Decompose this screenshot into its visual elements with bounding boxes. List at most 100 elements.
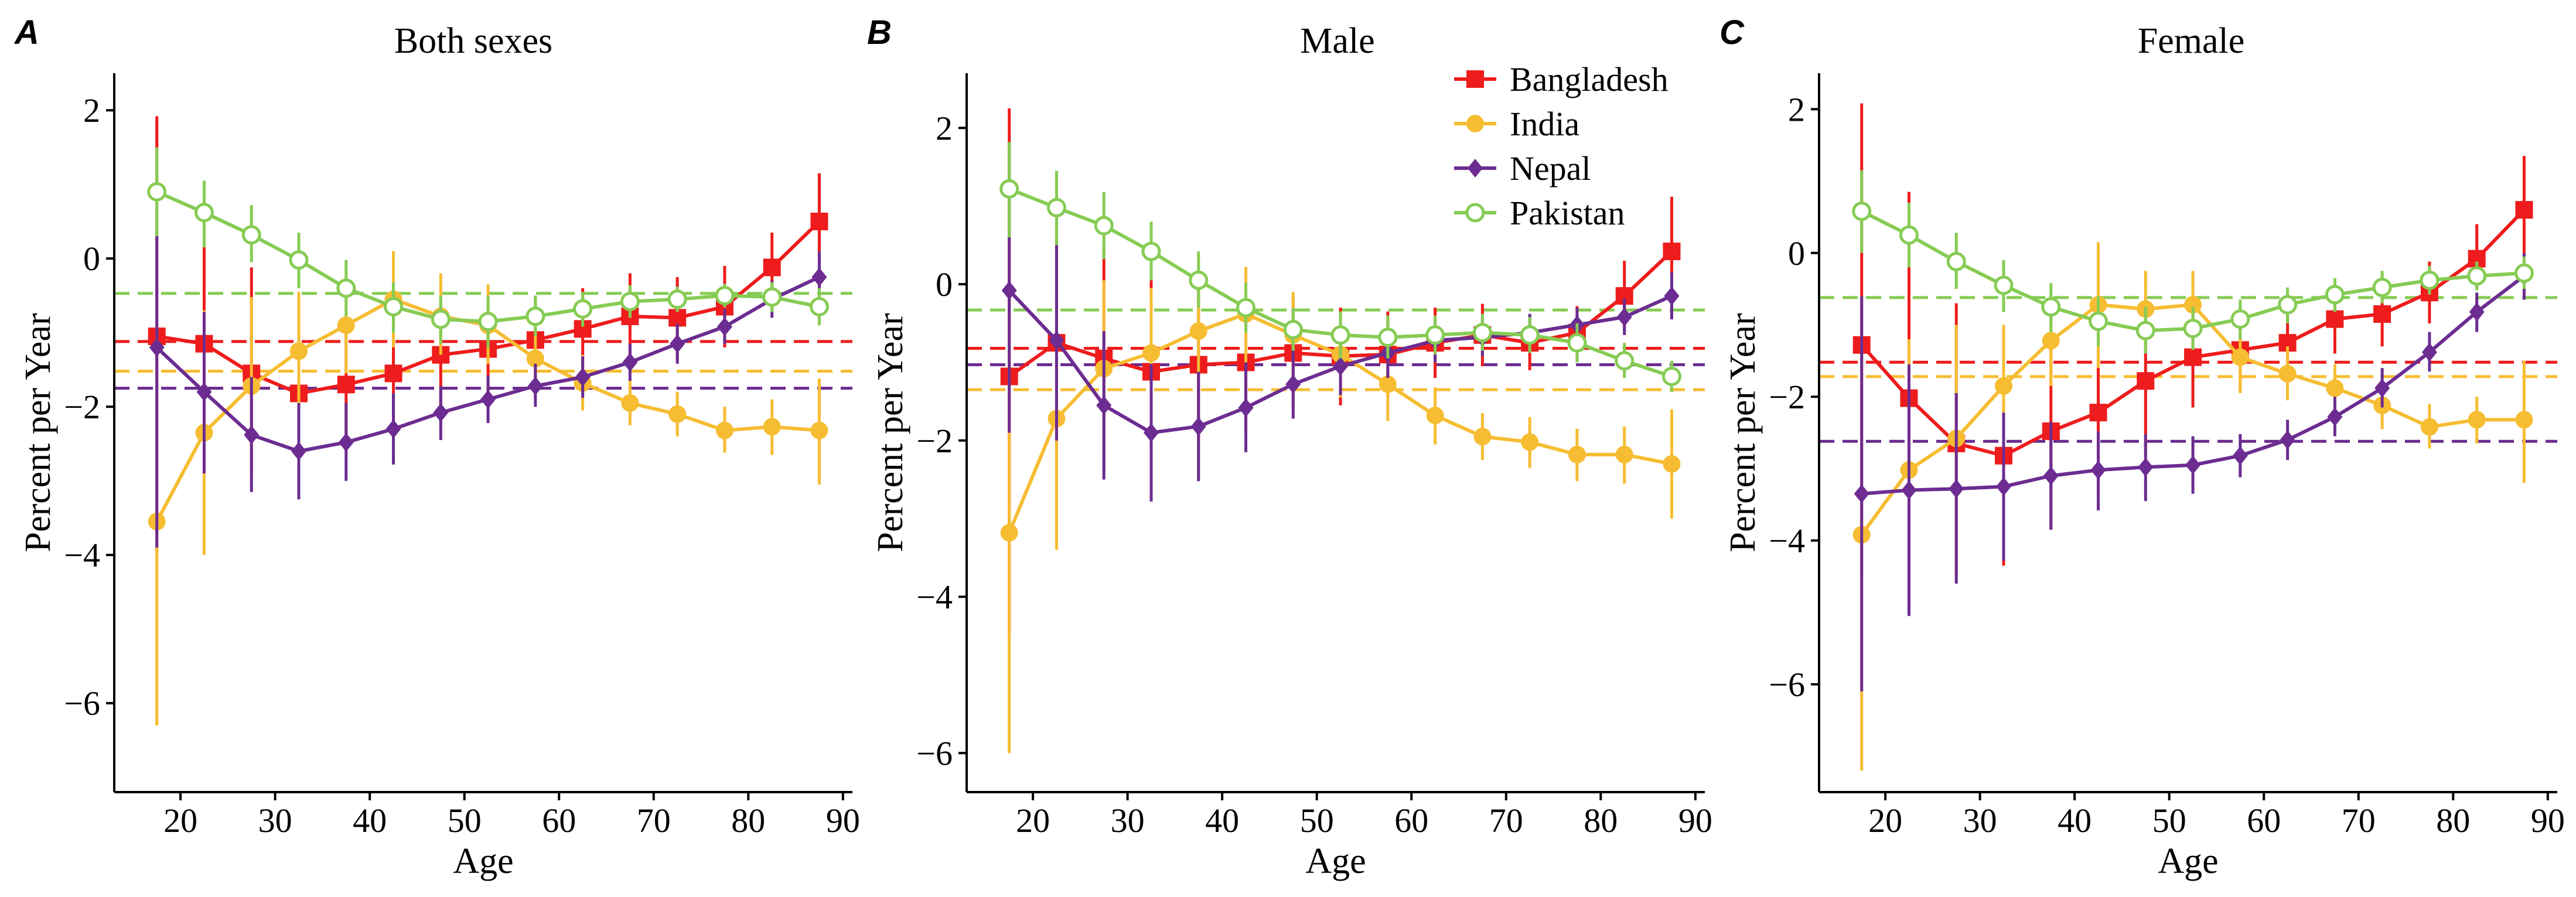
data-point [809,296,829,316]
data-point [1996,477,2011,496]
data-point [290,342,308,360]
y-tick-label: −6 [1769,666,1805,704]
data-point [1661,366,1681,386]
y-tick-label: 2 [83,91,100,129]
data-point [2420,270,2439,290]
data-point [480,390,496,409]
data-point [1236,298,1256,318]
series-pakistan [999,142,1681,393]
data-point [810,212,828,230]
panel-title: Male [1300,21,1374,61]
data-point [1142,344,1160,362]
y-tick-label: −4 [64,536,100,574]
data-point [1046,197,1066,217]
y-tick-label: −2 [64,388,100,426]
data-point [1616,308,1632,327]
data-point [526,306,545,326]
data-point [2469,302,2485,322]
data-point [2135,320,2155,340]
x-tick-label: 40 [2058,801,2091,840]
legend-label: Nepal [1510,149,1591,187]
y-tick-label: 0 [83,240,100,278]
data-point [385,419,401,439]
data-point [999,179,1019,199]
data-point [2138,458,2154,477]
x-axis-title: Age [2158,841,2218,881]
data-point [2137,372,2155,390]
data-point [715,421,733,439]
x-tick-label: 70 [1489,801,1523,840]
data-point [2043,466,2059,486]
data-point [810,421,828,439]
y-axis-title: Percent per Year [1723,313,1763,552]
data-point [573,299,593,319]
data-point [2514,263,2534,283]
data-point [1899,225,1919,245]
data-point [2231,348,2249,366]
x-axis-title: Age [1305,841,1366,881]
legend: Bangladesh India Nepal Pakistan [1454,60,1669,232]
data-point [1568,445,1586,463]
data-point [1001,281,1017,300]
x-tick-label: 70 [2342,801,2376,840]
data-point [1190,417,1206,436]
data-point [670,334,685,353]
data-point [1949,479,1964,499]
data-point [762,287,782,307]
data-point [575,367,591,387]
x-tick-label: 90 [826,801,860,840]
legend-item-india: India [1454,105,1579,143]
legend-item-pakistan: Pakistan [1454,194,1625,232]
data-point [1379,375,1397,393]
data-point [2184,296,2202,314]
data-point [716,317,732,336]
data-point [1425,325,1445,345]
x-tick-label: 30 [1111,801,1145,840]
x-tick-label: 90 [2531,801,2565,840]
data-point [1144,423,1159,442]
legend-marker [1465,203,1485,223]
data-point [1472,323,1492,343]
series-pakistan [1852,170,2534,354]
data-point [384,364,402,383]
data-point [620,292,640,312]
data-point [241,225,261,245]
data-point [622,353,638,372]
data-point [1094,216,1114,236]
data-point [384,296,404,316]
data-point [715,285,735,305]
panel-letter: A [13,13,39,52]
data-point [1615,445,1633,463]
x-tick-label: 60 [542,801,576,840]
data-point [2468,411,2486,429]
data-point [2041,297,2061,317]
data-point [1615,351,1635,371]
data-point [194,203,214,223]
data-point [431,309,451,329]
x-tick-label: 20 [1868,801,1902,840]
data-point [2467,266,2487,286]
data-point [763,258,781,277]
legend-label: India [1510,105,1579,143]
y-tick-label: −6 [916,734,953,772]
y-tick-label: 2 [1788,90,1805,128]
data-point [1285,374,1301,394]
data-point [1901,480,1917,500]
panel-title: Female [2138,21,2245,61]
panel-letter: B [867,13,892,52]
y-tick-label: −2 [916,422,953,460]
data-point [2278,295,2298,315]
data-point [291,442,306,461]
data-point [1995,377,2012,395]
data-point [1283,319,1303,339]
y-tick-label: 0 [1788,234,1805,272]
data-point [2420,418,2438,436]
data-point [2042,332,2060,350]
data-point [1852,202,1872,221]
panel-title: Both sexes [394,21,552,61]
y-tick-label: 0 [936,265,953,303]
data-point [621,394,639,412]
data-point [2373,305,2391,323]
x-tick-label: 50 [2152,801,2186,840]
